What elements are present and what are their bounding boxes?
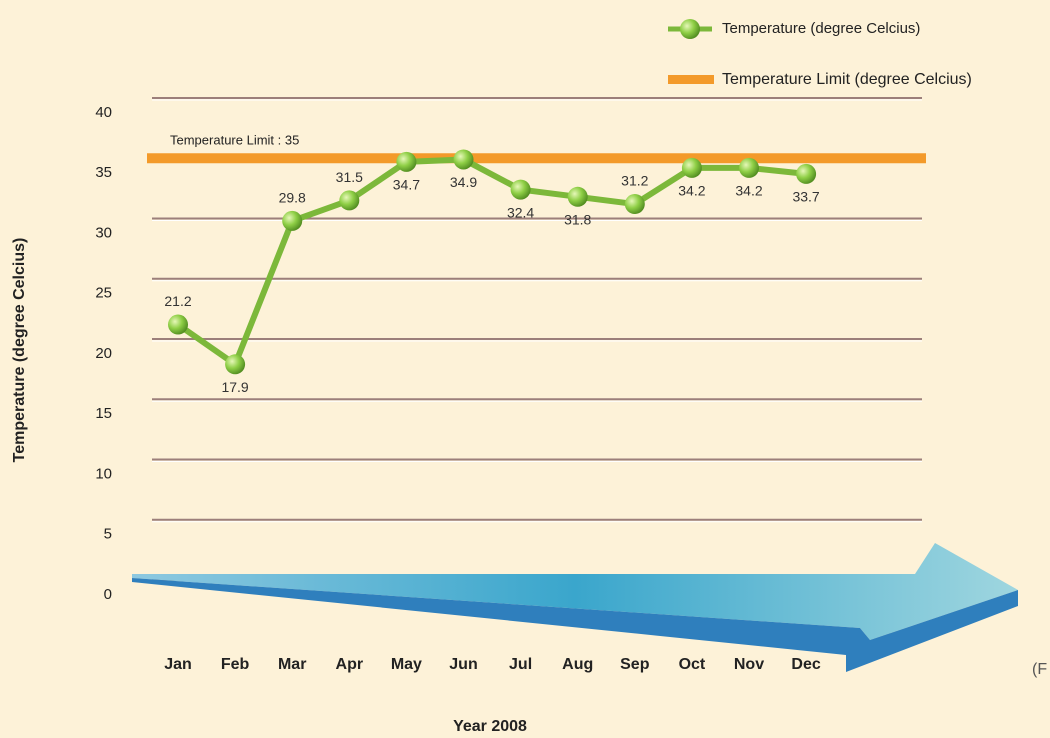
x-tick-label: Mar [278, 656, 306, 673]
y-tick-label: 10 [95, 465, 112, 482]
data-point [453, 149, 474, 170]
arrow-side [132, 578, 1018, 672]
x-tick-label: Jan [164, 656, 192, 673]
data-label: 32.4 [507, 204, 534, 220]
legend-label: Temperature (degree Celcius) [722, 20, 920, 37]
data-point [282, 210, 303, 231]
x-tick-label: Jun [449, 656, 477, 673]
x-tick-label: May [391, 656, 422, 673]
data-label: 31.2 [621, 173, 648, 189]
data-label: 34.2 [735, 183, 762, 199]
y-tick-label: 35 [95, 164, 112, 181]
data-point [739, 157, 759, 178]
data-label: 34.2 [678, 183, 705, 199]
data-point [510, 179, 531, 200]
x-tick-label: Sep [620, 656, 650, 673]
y-tick-label: 20 [95, 345, 112, 362]
x-tick-label: Apr [336, 656, 364, 673]
legend-marker [680, 19, 700, 39]
data-point [225, 354, 246, 375]
data-point [567, 186, 588, 207]
y-tick-label: 40 [95, 104, 112, 121]
arrow-top [132, 543, 1018, 640]
data-point [396, 151, 417, 172]
limit-line [147, 153, 926, 164]
data-label: 31.8 [564, 212, 591, 228]
x-axis-title: Year 2008 [453, 718, 527, 735]
x-tick-label: Jul [509, 656, 532, 673]
x-axis-arrow [132, 543, 1018, 672]
data-label: 29.8 [279, 190, 306, 206]
data-label: 17.9 [221, 379, 248, 395]
data-point [624, 194, 645, 215]
data-point [796, 163, 817, 184]
y-tick-label: 0 [104, 586, 112, 603]
data-label: 33.7 [792, 189, 819, 205]
y-axis-title: Temperature (degree Celcius) [11, 238, 28, 463]
data-label: 34.9 [450, 174, 477, 190]
data-label: 21.2 [164, 293, 191, 309]
data-point [168, 314, 188, 335]
x-tick-label: Oct [679, 656, 706, 673]
y-tick-label: 30 [95, 224, 112, 241]
x-tick-label: Nov [734, 656, 764, 673]
y-tick-label: 5 [104, 526, 112, 543]
x-tick-label: Dec [791, 656, 820, 673]
limit-label: Temperature Limit : 35 [170, 133, 299, 148]
legend-limit-swatch [668, 75, 714, 84]
data-point [681, 157, 702, 178]
data-label: 34.7 [393, 177, 420, 193]
legend-label: Temperature Limit (degree Celcius) [722, 71, 972, 88]
x-tick-label: Aug [562, 656, 593, 673]
data-point [339, 190, 360, 211]
legend: Temperature (degree Celcius) Temperature… [668, 19, 972, 88]
text-fragment: (F [1032, 661, 1047, 678]
x-tick-label: Feb [221, 656, 250, 673]
y-tick-label: 25 [95, 285, 112, 302]
data-label: 31.5 [336, 169, 363, 185]
y-tick-label: 15 [95, 405, 112, 422]
